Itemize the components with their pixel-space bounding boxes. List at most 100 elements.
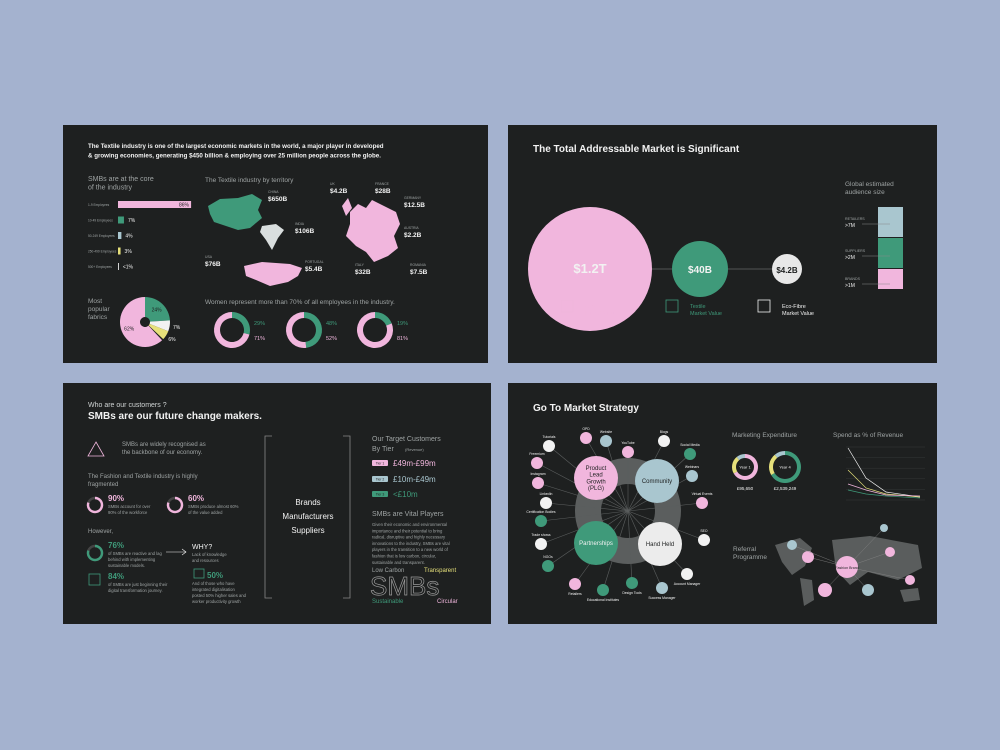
channel-dot: [532, 477, 544, 489]
market-circle: [672, 241, 728, 297]
label: >1M: [845, 283, 855, 289]
label: 500+ Employees: [88, 265, 112, 269]
label: ITALY: [355, 263, 365, 267]
channel-dot: [535, 538, 547, 550]
world-map: [900, 588, 920, 602]
label: Website: [600, 430, 612, 434]
label: Global estimated: [845, 181, 894, 188]
label: fabrics: [88, 314, 108, 321]
label: Low Carbon: [372, 568, 404, 574]
label: Most: [88, 298, 102, 305]
label: Account Manager: [674, 582, 701, 586]
channel-dot: [535, 515, 547, 527]
label: Design Tools: [622, 591, 642, 595]
wordmark: SMBs: [370, 571, 439, 601]
world-map: [775, 538, 812, 575]
label: 84%: [108, 572, 124, 581]
label: 6%: [168, 337, 176, 343]
tier-tag: [372, 476, 388, 482]
bar: [118, 201, 192, 208]
label: Women represent more than 70% of all emp…: [205, 299, 395, 306]
label: 76%: [108, 541, 124, 550]
channel-dot: [531, 457, 543, 469]
spoke: [627, 502, 703, 512]
channel-dot: [684, 448, 696, 460]
label: $12.5B: [404, 202, 425, 209]
label: popular: [88, 306, 111, 313]
label: audience size: [845, 189, 885, 196]
label: 4%: [125, 234, 133, 240]
label: $4.2B: [776, 266, 798, 275]
label: £2,539,249: [774, 486, 797, 491]
audience-segment: [878, 238, 903, 268]
label: 7%: [173, 325, 181, 331]
channel-dot: [540, 497, 552, 509]
label: of the industry: [88, 185, 132, 192]
expenditure-ring: [774, 451, 785, 458]
label: posted 50% higher sales and: [192, 593, 247, 598]
label: SMBs account for over: [108, 504, 151, 509]
map-china: [208, 194, 262, 230]
label: (PLG): [588, 486, 604, 492]
slide-panel: [63, 383, 491, 624]
stat-icon: [193, 568, 205, 579]
audience-segment: [878, 269, 903, 289]
label: Product: [586, 466, 607, 472]
label: Instagram: [530, 472, 545, 476]
label: $76B: [205, 261, 221, 268]
label: 71%: [254, 336, 265, 342]
icon-triangle: [87, 441, 105, 457]
label: 62%: [124, 326, 135, 332]
pie-slice: [119, 297, 163, 348]
referral-node: [885, 547, 895, 557]
label: The Textile industry by territory: [205, 177, 294, 184]
label: The Fashion and Textile industry is high…: [88, 474, 198, 480]
label: 81%: [397, 336, 408, 342]
channel-dot: [622, 446, 634, 458]
channel-dot: [543, 440, 555, 452]
label: Social Media: [680, 443, 700, 447]
spend-line: [847, 447, 921, 498]
referral-node: [905, 575, 915, 585]
label: Who are our customers ?: [88, 402, 167, 409]
channel-dot: [600, 435, 612, 447]
expenditure-ring: [731, 457, 740, 474]
label: However,: [88, 529, 113, 535]
label: 48%: [326, 321, 337, 327]
bar: [118, 247, 121, 255]
label: SMBs are at the core: [88, 176, 154, 183]
label: >7M: [845, 223, 855, 229]
label: $2.2B: [404, 232, 422, 239]
bar: [118, 263, 119, 270]
label: FRANCE: [375, 182, 390, 186]
label: fragmented: [88, 482, 118, 488]
label: 29%: [254, 321, 265, 327]
label: Marketing Expenditure: [732, 432, 797, 439]
label: Spend as % of Revenue: [833, 432, 903, 439]
label: Webinars: [685, 465, 700, 469]
label: SMBs produce almost 60%: [188, 504, 239, 509]
label: WHY?: [192, 544, 212, 551]
label: of the value added: [188, 510, 223, 515]
label: >2M: [845, 255, 855, 261]
label: <£10m: [393, 490, 418, 499]
channel-dot: [658, 435, 670, 447]
label: £10m-£49m: [393, 475, 436, 484]
label: $650B: [268, 196, 287, 203]
label: CHINA: [268, 190, 279, 194]
label: Retailers: [568, 592, 582, 596]
referral-node: [862, 584, 874, 596]
label: $32B: [355, 269, 371, 276]
bracket-left: [264, 435, 272, 599]
channel-dot: [597, 584, 609, 596]
spoke: [627, 510, 633, 584]
label: Trade shows: [531, 533, 551, 537]
label: Transparent: [424, 568, 456, 574]
bar: [118, 216, 124, 224]
spoke: [537, 482, 629, 512]
label: $7.5B: [410, 269, 428, 276]
donut-segment: [213, 312, 250, 349]
label: $5.4B: [305, 266, 323, 273]
spoke: [545, 502, 629, 512]
